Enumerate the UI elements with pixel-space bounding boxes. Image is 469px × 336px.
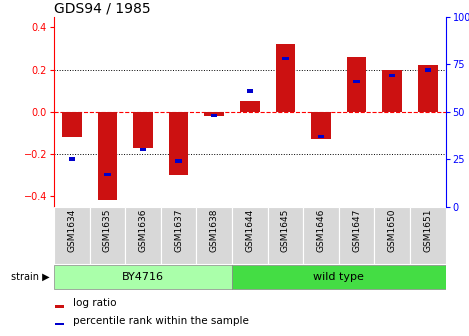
Bar [247, 89, 253, 92]
Bar [54, 207, 90, 264]
Bar [68, 158, 75, 161]
Text: wild type: wild type [313, 272, 364, 282]
Bar [125, 207, 161, 264]
Bar [240, 101, 259, 112]
Bar [382, 70, 402, 112]
Bar [62, 112, 82, 137]
Bar [133, 112, 153, 148]
Text: GSM1635: GSM1635 [103, 208, 112, 252]
Bar [282, 57, 288, 60]
Text: GSM1634: GSM1634 [67, 208, 76, 252]
Bar [211, 114, 217, 117]
Text: GSM1651: GSM1651 [423, 208, 432, 252]
Text: percentile rank within the sample: percentile rank within the sample [73, 316, 249, 326]
Bar [104, 173, 111, 176]
Bar [318, 135, 324, 138]
Text: GDS94 / 1985: GDS94 / 1985 [54, 2, 151, 16]
Text: BY4716: BY4716 [122, 272, 164, 282]
Bar [347, 57, 366, 112]
Text: strain ▶: strain ▶ [11, 272, 50, 282]
Text: GSM1638: GSM1638 [210, 208, 219, 252]
Bar [276, 44, 295, 112]
Bar [204, 112, 224, 116]
Bar [197, 207, 232, 264]
Bar [267, 207, 303, 264]
Text: GSM1647: GSM1647 [352, 208, 361, 252]
Bar [424, 68, 431, 72]
Text: log ratio: log ratio [73, 298, 116, 308]
Text: GSM1646: GSM1646 [317, 208, 325, 252]
Bar [55, 305, 64, 308]
Bar [374, 207, 410, 264]
Bar [303, 207, 339, 264]
Bar [90, 207, 125, 264]
Text: GSM1650: GSM1650 [388, 208, 397, 252]
Bar [55, 323, 64, 325]
Text: GSM1637: GSM1637 [174, 208, 183, 252]
Bar [175, 159, 182, 163]
Bar [389, 74, 395, 77]
Bar [418, 65, 438, 112]
Bar [140, 148, 146, 152]
Text: GSM1645: GSM1645 [281, 208, 290, 252]
Bar [311, 112, 331, 139]
Bar [339, 207, 374, 264]
Text: GSM1644: GSM1644 [245, 208, 254, 252]
Bar [232, 207, 267, 264]
Text: GSM1636: GSM1636 [138, 208, 147, 252]
Bar [54, 265, 232, 289]
Bar [98, 112, 117, 200]
Bar [161, 207, 197, 264]
Bar [169, 112, 189, 175]
Bar [232, 265, 446, 289]
Bar [410, 207, 446, 264]
Bar [353, 80, 360, 83]
